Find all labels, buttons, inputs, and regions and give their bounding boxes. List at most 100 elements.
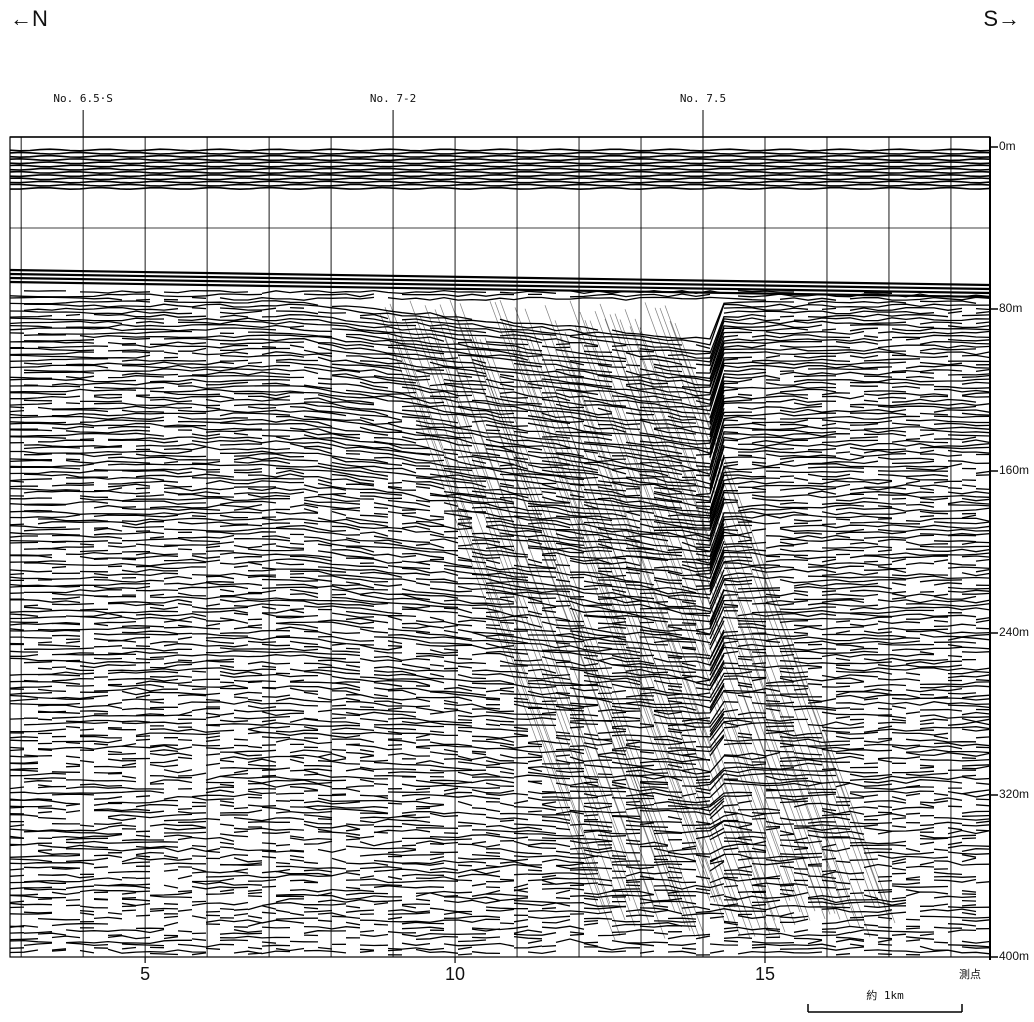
surface-band — [10, 183, 991, 187]
surface-band — [9, 157, 991, 162]
reflector — [37, 704, 991, 728]
reflector — [9, 694, 991, 720]
dipping-reflector — [534, 336, 756, 937]
reflector — [9, 330, 991, 374]
reflector — [9, 700, 991, 726]
surface-band — [9, 148, 991, 152]
reflector — [9, 541, 991, 583]
dipping-reflector — [489, 301, 711, 902]
reflector — [9, 629, 991, 660]
reflector — [9, 432, 991, 485]
reflector — [9, 422, 991, 476]
reflector — [9, 762, 991, 782]
surface-band — [9, 154, 991, 159]
reflector — [150, 953, 948, 955]
reflector — [9, 378, 991, 425]
reflector — [9, 313, 991, 355]
reflector — [10, 922, 990, 926]
reflector — [9, 680, 991, 709]
reflector — [9, 415, 991, 468]
reflector — [10, 895, 990, 901]
dipping-reflector — [634, 318, 856, 919]
reflector — [9, 744, 991, 766]
reflector — [65, 724, 991, 748]
reflector — [9, 826, 991, 840]
seafloor — [9, 276, 991, 295]
reflector — [9, 585, 991, 623]
reflector — [23, 306, 991, 350]
dipping-reflector — [589, 320, 811, 921]
reflector — [23, 751, 991, 773]
dipping-reflector — [594, 311, 816, 912]
surface-band — [9, 170, 991, 175]
reflector — [9, 354, 991, 401]
reflector — [10, 868, 990, 876]
y-tick-label: 0m — [999, 139, 1016, 153]
dipping-reflector — [469, 330, 691, 932]
reflector — [9, 296, 991, 301]
x-tick-label: 15 — [755, 964, 775, 984]
dipping-reflector — [629, 326, 851, 927]
station-label: No. 6.5·S — [53, 92, 113, 105]
reflector — [9, 520, 991, 565]
reflector — [37, 782, 991, 799]
dipping-reflector — [419, 315, 641, 917]
reflector — [9, 568, 991, 605]
reflector — [9, 945, 991, 952]
dipping-reflector — [609, 314, 831, 915]
dipping-reflector — [659, 307, 881, 909]
dipping-reflector — [549, 334, 771, 935]
reflector — [10, 912, 990, 916]
y-tick-label: 160m — [999, 463, 1029, 477]
dipping-reflector — [414, 326, 636, 927]
reflector — [9, 795, 991, 812]
y-tick-label: 320m — [999, 787, 1029, 801]
reflector — [23, 473, 991, 519]
surface-band — [9, 164, 991, 168]
dipping-reflector — [389, 303, 611, 904]
dipping-reflector — [624, 309, 846, 910]
reflector — [9, 619, 991, 651]
reflector — [23, 636, 991, 667]
dipping-reflector — [574, 324, 796, 926]
reflector — [23, 942, 991, 948]
dipping-reflector — [529, 337, 751, 939]
dipping-reflector — [429, 325, 651, 926]
reflector — [37, 544, 991, 585]
reflector — [9, 340, 991, 386]
direction-right: S→ — [983, 6, 1020, 31]
reflector — [9, 327, 991, 371]
dipping-reflector — [444, 338, 666, 939]
surface-band — [9, 161, 991, 165]
dipping-reflector — [409, 300, 631, 901]
reflector — [23, 303, 991, 346]
dipping-reflector — [504, 323, 726, 924]
dipping-reflector — [494, 301, 716, 903]
reflector — [9, 558, 991, 596]
dipping-reflector — [384, 306, 606, 908]
surface-band — [9, 167, 991, 171]
x-tick-label: 5 — [140, 964, 150, 984]
dipping-reflector — [664, 305, 886, 906]
reflector — [24, 588, 991, 626]
reflector — [9, 310, 991, 353]
surface-band — [10, 186, 991, 191]
reflector — [79, 918, 991, 924]
dipping-reflector — [424, 305, 646, 906]
reflector — [9, 358, 991, 405]
x-unit-label: 測点 — [959, 967, 981, 981]
dipping-reflector — [569, 300, 791, 901]
reflector — [9, 802, 991, 820]
reflector — [9, 683, 991, 711]
dipping-reflector — [399, 335, 621, 936]
dipping-reflector — [449, 299, 671, 901]
reflector — [9, 364, 991, 412]
reflector — [9, 948, 991, 955]
y-tick-label: 400m — [999, 949, 1029, 963]
reflector — [10, 467, 990, 513]
dipping-reflector — [404, 319, 626, 921]
reflector — [9, 626, 991, 660]
reflector — [9, 388, 991, 438]
scale-bar — [807, 1004, 963, 1013]
reflector — [23, 334, 991, 380]
